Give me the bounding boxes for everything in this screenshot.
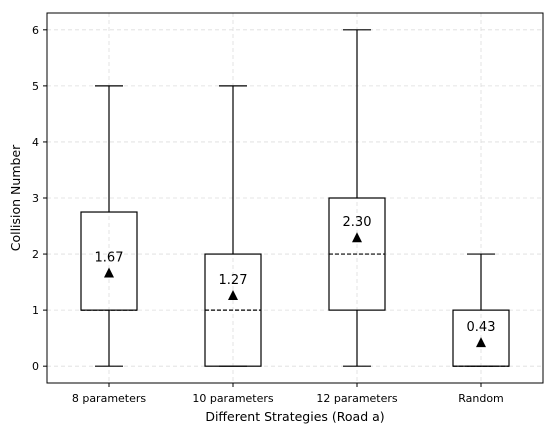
x-axis-ticks: 8 parameters 10 parameters 12 parameters Ra… [72,383,504,405]
mean-marker [352,232,362,242]
y-tick-label: 3 [32,192,39,205]
x-tick-label: 8 parameters [72,392,147,405]
box-group: 2.30 [329,30,385,366]
y-axis-label: Collision Number [8,144,23,251]
mean-value-label: 1.27 [219,273,248,288]
mean-value-label: 1.67 [95,251,124,266]
x-axis-label: Different Strategies (Road a) [205,409,384,424]
mean-marker [104,268,114,278]
y-tick-label: 2 [32,248,39,261]
y-axis-ticks: 0 1 2 3 4 5 6 [32,24,47,373]
y-tick-label: 5 [32,80,39,93]
x-tick-label: Random [458,392,504,405]
x-tick-label: 12 parameters [316,392,398,405]
y-tick-label: 1 [32,304,39,317]
y-tick-label: 0 [32,360,39,373]
mean-marker [228,290,238,300]
y-tick-label: 4 [32,136,39,149]
mean-marker [476,337,486,347]
x-tick-label: 10 parameters [192,392,274,405]
mean-value-label: 2.30 [343,215,372,230]
mean-value-label: 0.43 [467,320,496,335]
y-tick-label: 6 [32,24,39,37]
